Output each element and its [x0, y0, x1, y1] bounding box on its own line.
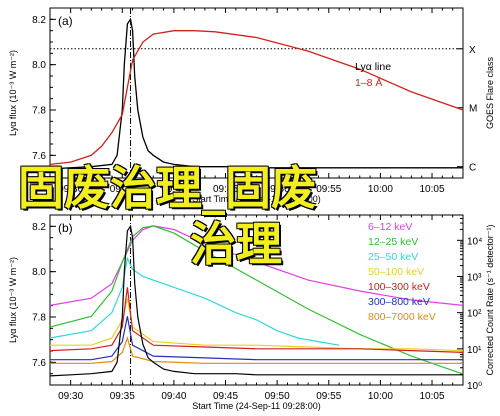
legend-entry: 1–8 Å [355, 76, 382, 89]
right-tick-label: X [469, 45, 476, 56]
x-tick-label: 09:50 [265, 391, 290, 402]
x-tick-label: 09:45 [213, 184, 238, 195]
watermark-text-line2: 治理 [190, 217, 282, 271]
y-tick-label: 8.0 [32, 267, 46, 278]
right-axis-label: GOES Flare class [485, 56, 495, 129]
x-tick-label: 09:55 [316, 184, 341, 195]
right-tick-label: M [469, 104, 477, 115]
series-line-lya [49, 17, 463, 170]
x-tick-label: 09:35 [110, 391, 135, 402]
y-tick-label: 8.2 [32, 15, 46, 26]
panel-b: 09:30 09:35 09:40 09:45 09:50 09:55 10:00 10:05… [8, 214, 495, 411]
x-tick-label: 09:55 [316, 391, 341, 402]
plot-frame [49, 7, 464, 179]
series-line-6 [50, 336, 463, 364]
series-line-2 [49, 256, 340, 346]
watermark-text-line1: 固废治理_固废 [18, 161, 317, 215]
legend-entry: 300–800 keV [368, 296, 430, 308]
x-tick-label: 10:00 [368, 184, 393, 195]
x-tick-label: 09:35 [110, 184, 135, 195]
right-tick-label: C [469, 163, 476, 174]
x-tick-label: 09:30 [58, 184, 83, 195]
y-tick-label: 7.8 [32, 106, 46, 117]
right-axis-label: Corrected Count Rate (s⁻¹ detector⁻¹) [485, 224, 495, 375]
x-tick-label: 09:45 [213, 391, 238, 402]
series-line-goes [49, 30, 464, 166]
series-line-1 [49, 225, 464, 375]
series-line-4 [49, 287, 464, 353]
x-axis-label: Start Time (24-Sep-11 09:28:00) [192, 401, 320, 411]
x-tick-label: 09:30 [58, 391, 83, 402]
y-tick-label: 7.8 [32, 313, 46, 324]
x-axis-label: Start Time (24-Sep-11 09:28:00) [192, 194, 320, 204]
right-tick-label: 10³ [467, 272, 482, 283]
x-tick-label: 09:40 [161, 184, 186, 195]
legend-entry: 100–300 keV [368, 281, 430, 293]
y-axis-label: Lyα flux (10⁻³ W m⁻²) [8, 50, 18, 136]
x-tick-label: 09:40 [161, 391, 186, 402]
y-axis-label: Lyα flux (10⁻³ W m⁻²) [8, 257, 18, 343]
legend-entry: 6–12 keV [368, 221, 412, 233]
panel-label: (b) [58, 221, 73, 235]
right-tick-label: 10⁴ [467, 236, 482, 247]
series-line-0 [49, 225, 464, 306]
legend-entry: 25–50 keV [368, 251, 418, 263]
y-tick-label: 8.0 [32, 60, 46, 71]
series-line-7 [49, 224, 463, 377]
plot-frame [49, 214, 464, 386]
legend-entry: 800–7000 keV [368, 311, 436, 323]
x-tick-label: 10:00 [368, 391, 393, 402]
right-tick-label: 10¹ [467, 345, 482, 356]
legend-entry: 50–100 keV [368, 266, 424, 278]
x-tick-label: 10:05 [420, 184, 445, 195]
panel-a: 09:30 09:35 09:40 09:45 09:50 09:55 10:00 10:05… [8, 7, 495, 204]
x-tick-label: 10:05 [420, 391, 445, 402]
series-line-5 [50, 316, 463, 361]
legend-entry: 12–25 keV [368, 236, 418, 248]
right-tick-label: 10² [467, 309, 482, 320]
y-tick-label: 7.6 [32, 151, 46, 162]
x-tick-label: 09:50 [265, 184, 290, 195]
legend-entry: Lyα line [355, 61, 391, 73]
y-tick-label: 8.2 [32, 222, 46, 233]
panel-label: (a) [58, 14, 73, 28]
y-tick-label: 7.6 [32, 358, 46, 369]
right-tick-label: 10⁰ [467, 381, 482, 392]
